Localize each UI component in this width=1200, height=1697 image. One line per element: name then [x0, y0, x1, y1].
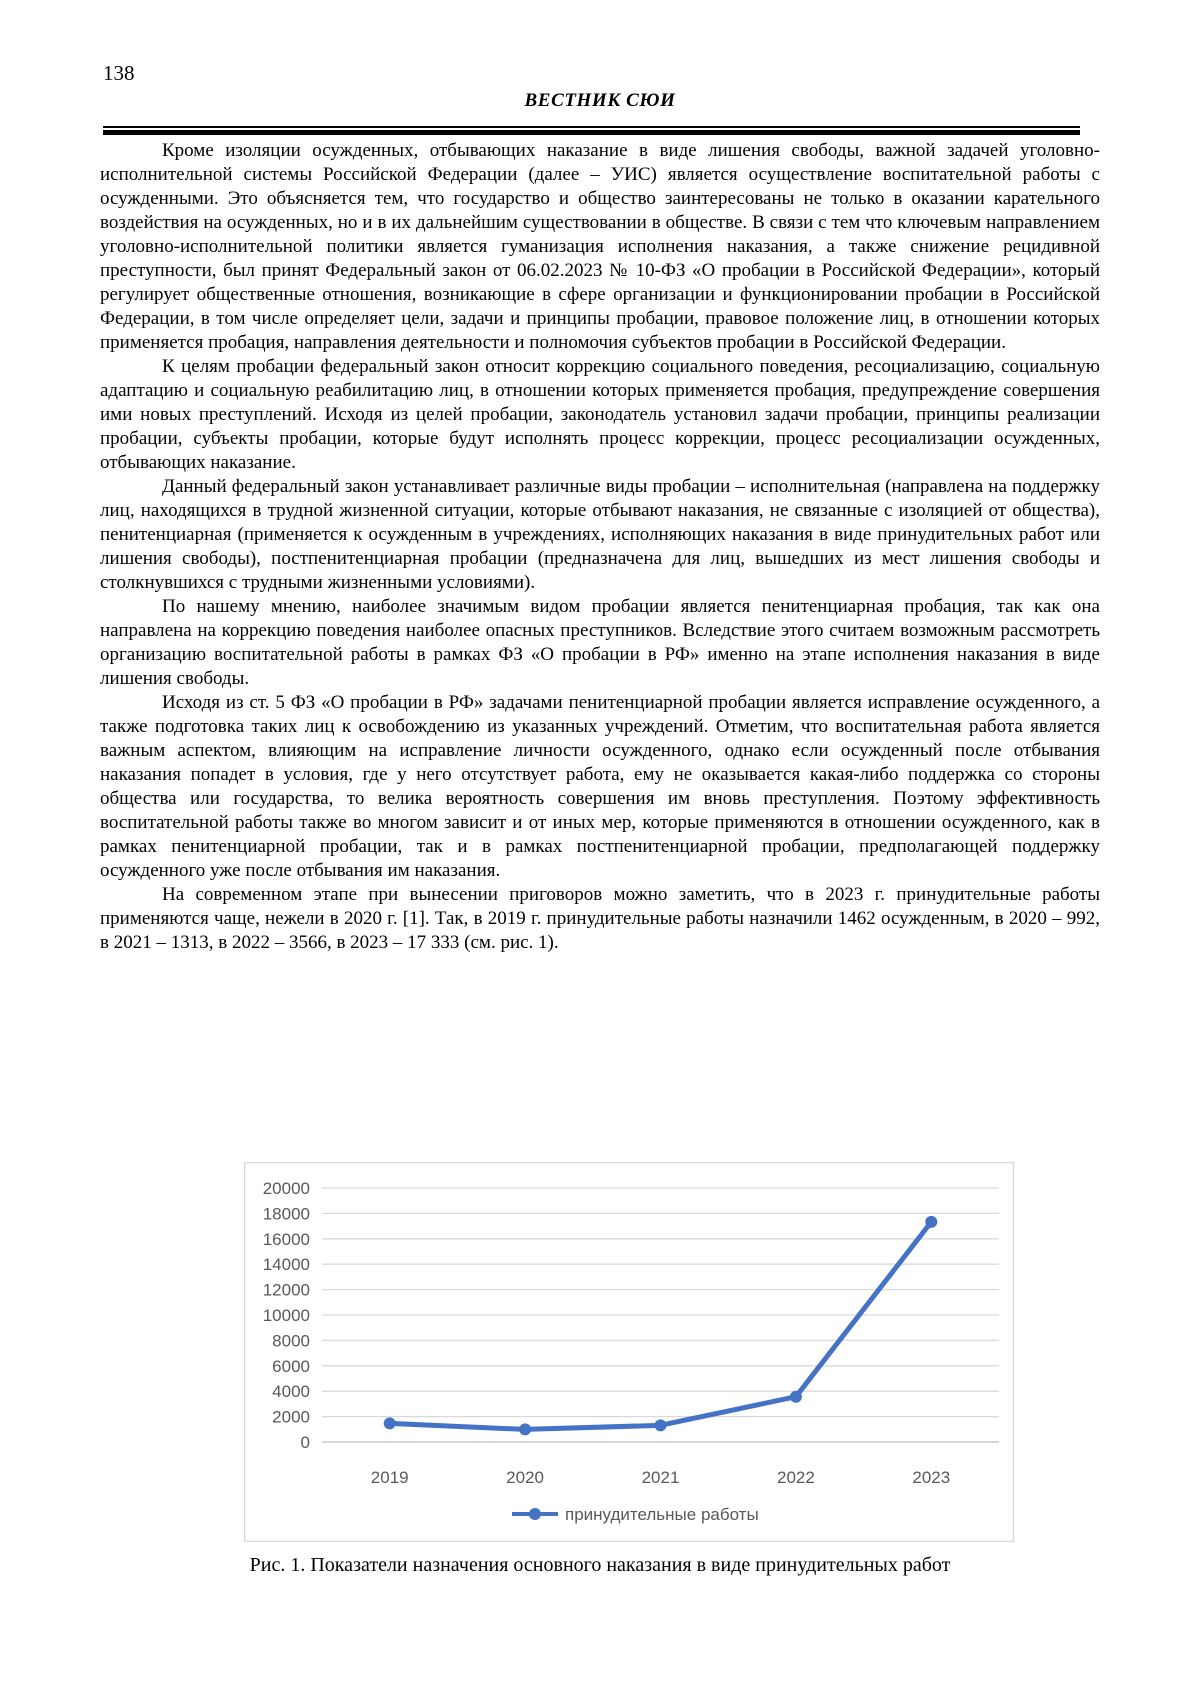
y-tick-label: 16000	[263, 1230, 310, 1249]
y-tick-label: 8000	[272, 1331, 310, 1350]
y-tick-label: 2000	[272, 1408, 310, 1427]
x-tick-label: 2020	[506, 1468, 544, 1487]
paragraph: Кроме изоляции осужденных, отбывающих на…	[100, 140, 1100, 353]
data-point	[654, 1419, 667, 1432]
figure-1: 0 2000 4000 6000 8000 10000 12000 14000 16000 180…	[243, 1161, 1015, 1543]
x-tick-label: 2023	[912, 1468, 950, 1487]
figure-caption: Рис. 1. Показатели назначения основного …	[249, 1554, 951, 1576]
paragraph: К целям пробации федеральный закон относ…	[100, 356, 1100, 473]
rule-thick-line	[103, 130, 1080, 135]
data-point	[925, 1215, 938, 1228]
data-point	[789, 1390, 802, 1403]
header-rule	[103, 126, 1080, 135]
y-tick-label: 18000	[263, 1204, 310, 1223]
y-tick-label: 0	[301, 1433, 310, 1452]
y-tick-label: 20000	[263, 1179, 310, 1198]
journal-title: ВЕСТНИК СЮИ	[524, 90, 676, 111]
y-tick-label: 12000	[263, 1281, 310, 1300]
legend-marker-icon	[529, 1508, 541, 1520]
y-tick-label: 4000	[272, 1382, 310, 1401]
x-tick-label: 2019	[371, 1468, 409, 1487]
data-point	[383, 1417, 396, 1430]
paragraph: Данный федеральный закон устанавливает р…	[100, 476, 1100, 593]
article-body: Кроме изоляции осужденных, отбывающих на…	[100, 139, 1100, 955]
page-number: 138	[103, 61, 135, 85]
y-tick-label: 6000	[272, 1357, 310, 1376]
line-chart: 0 2000 4000 6000 8000 10000 12000 14000 16000 180…	[243, 1161, 1015, 1543]
rule-thin-line	[103, 126, 1080, 128]
y-tick-label: 14000	[263, 1255, 310, 1274]
data-point	[519, 1423, 532, 1436]
y-tick-label: 10000	[263, 1306, 310, 1325]
chart-frame	[243, 1161, 1015, 1543]
paragraph: На современном этапе при вынесении приго…	[100, 884, 1100, 953]
paragraph: Исходя из ст. 5 ФЗ «О пробации в РФ» зад…	[100, 692, 1100, 881]
x-tick-label: 2022	[777, 1468, 815, 1487]
legend-label: принудительные работы	[565, 1505, 759, 1524]
paragraph: По нашему мнению, наиболее значимым видо…	[100, 596, 1100, 689]
x-tick-label: 2021	[642, 1468, 680, 1487]
